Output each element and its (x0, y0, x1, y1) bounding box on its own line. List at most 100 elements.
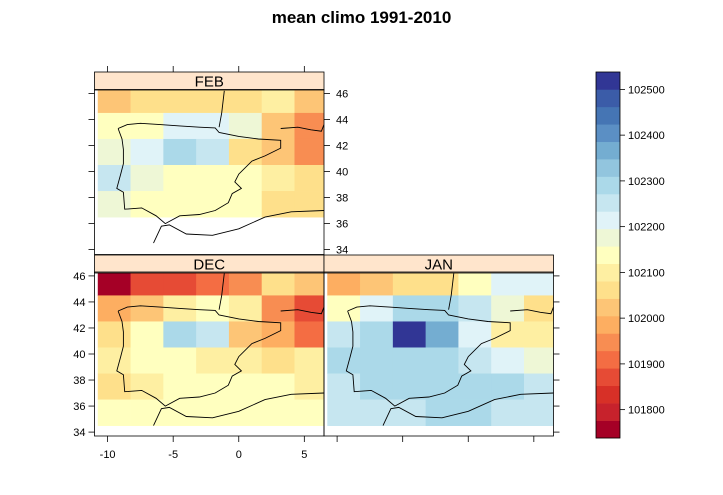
map-border-line (218, 273, 225, 310)
heat-cell (196, 191, 230, 218)
heat-cell (294, 112, 324, 140)
heat-cell (491, 272, 525, 296)
heat-cell (130, 373, 164, 400)
colorkey-tick-label: 101900 (628, 359, 665, 371)
heat-cell (196, 272, 230, 296)
colorkey-swatch (596, 263, 620, 282)
colorkey-swatch (596, 194, 620, 212)
map-border-line (280, 124, 324, 132)
map-border-line (382, 392, 554, 426)
colorkey-swatch (596, 72, 620, 90)
heat-cell (261, 373, 295, 400)
heat-cell (163, 272, 197, 296)
map-border-line (153, 392, 324, 426)
heat-cell (130, 347, 164, 374)
heat-cell (97, 399, 131, 426)
heat-cell (458, 295, 492, 322)
map-border-line (510, 306, 554, 315)
heat-cell (491, 373, 525, 400)
heat-cell (491, 321, 525, 348)
heat-cell (327, 321, 361, 348)
heat-cell (392, 321, 427, 348)
heat-cell (163, 373, 197, 400)
y-tick-label-right: 34 (336, 245, 348, 257)
y-tick-label: 38 (73, 375, 85, 387)
heat-cell (130, 164, 164, 192)
heat-cell (523, 347, 554, 374)
heat-cell (261, 89, 295, 114)
heat-cell (130, 321, 164, 348)
heat-cell (97, 272, 131, 296)
heat-cell (327, 272, 361, 296)
heat-cell (458, 373, 492, 400)
heat-cell (163, 89, 197, 114)
colorkey-swatch (596, 403, 620, 421)
heat-cell (196, 164, 230, 192)
heat-cell (130, 89, 164, 114)
colorkey-tick-label: 102300 (628, 176, 665, 188)
heat-cell (130, 399, 164, 426)
y-tick-label: 46 (73, 271, 85, 283)
heat-cell (196, 321, 230, 348)
heat-cell (392, 347, 427, 374)
heat-cell (130, 295, 164, 322)
heat-cell (196, 295, 230, 322)
map-border-line (116, 122, 282, 225)
heat-cell (130, 272, 164, 296)
heat-cell (228, 164, 263, 192)
strip-label-dec: DEC (193, 257, 225, 274)
heat-cell (163, 321, 197, 348)
colorkey-swatch (596, 350, 620, 369)
heat-cell (360, 399, 394, 426)
heat-cell (261, 399, 295, 426)
heat-cell (130, 191, 164, 218)
heat-cell (294, 373, 324, 400)
heat-cell (97, 321, 131, 348)
heat-cell (523, 373, 554, 400)
y-tick-label-right: 38 (336, 193, 348, 205)
heat-cell (294, 89, 324, 114)
heat-cell (196, 373, 230, 400)
y-tick-label: 44 (73, 297, 85, 309)
colorkey-swatch (596, 228, 620, 247)
heat-cell (97, 89, 131, 114)
colorkey-swatch (596, 211, 620, 230)
heat-cell (327, 373, 361, 400)
heat-cell (196, 89, 230, 114)
colorkey-swatch (596, 176, 620, 195)
map-border-line (345, 305, 511, 407)
heat-cell (458, 321, 492, 348)
heat-cell (97, 138, 131, 166)
colorkey-swatch (596, 281, 620, 299)
colorkey-swatch (596, 159, 620, 177)
colorkey-tick-label: 102500 (628, 84, 665, 96)
heat-cell (294, 191, 324, 218)
heat-cell (97, 112, 131, 140)
y-tick-label-right: 46 (336, 88, 348, 100)
heat-cell (163, 164, 197, 192)
colorkey-swatch (596, 316, 620, 334)
colorkey-swatch (596, 246, 620, 265)
colorkey-swatch (596, 106, 620, 125)
heat-cell (261, 295, 295, 322)
heat-cell (327, 347, 361, 374)
heat-cell (228, 191, 263, 218)
heat-cell (360, 347, 394, 374)
map-border-line (153, 210, 324, 244)
y-tick-label-right: 36 (336, 219, 348, 231)
heat-cell (228, 347, 263, 374)
heat-cell (491, 399, 525, 426)
y-tick-label-right: 44 (336, 114, 348, 126)
x-tick-label: -5 (168, 449, 178, 461)
heat-cell (425, 295, 459, 322)
heat-cell (228, 89, 263, 114)
heat-cell (327, 295, 361, 322)
heat-cell (294, 138, 324, 166)
colorkey-tick-label: 102200 (628, 222, 665, 234)
colorkey-swatch (596, 333, 620, 352)
heat-cell (261, 191, 295, 218)
y-tick-label-right: 40 (336, 167, 348, 179)
heat-cell (294, 295, 324, 322)
heat-cell (327, 399, 361, 426)
